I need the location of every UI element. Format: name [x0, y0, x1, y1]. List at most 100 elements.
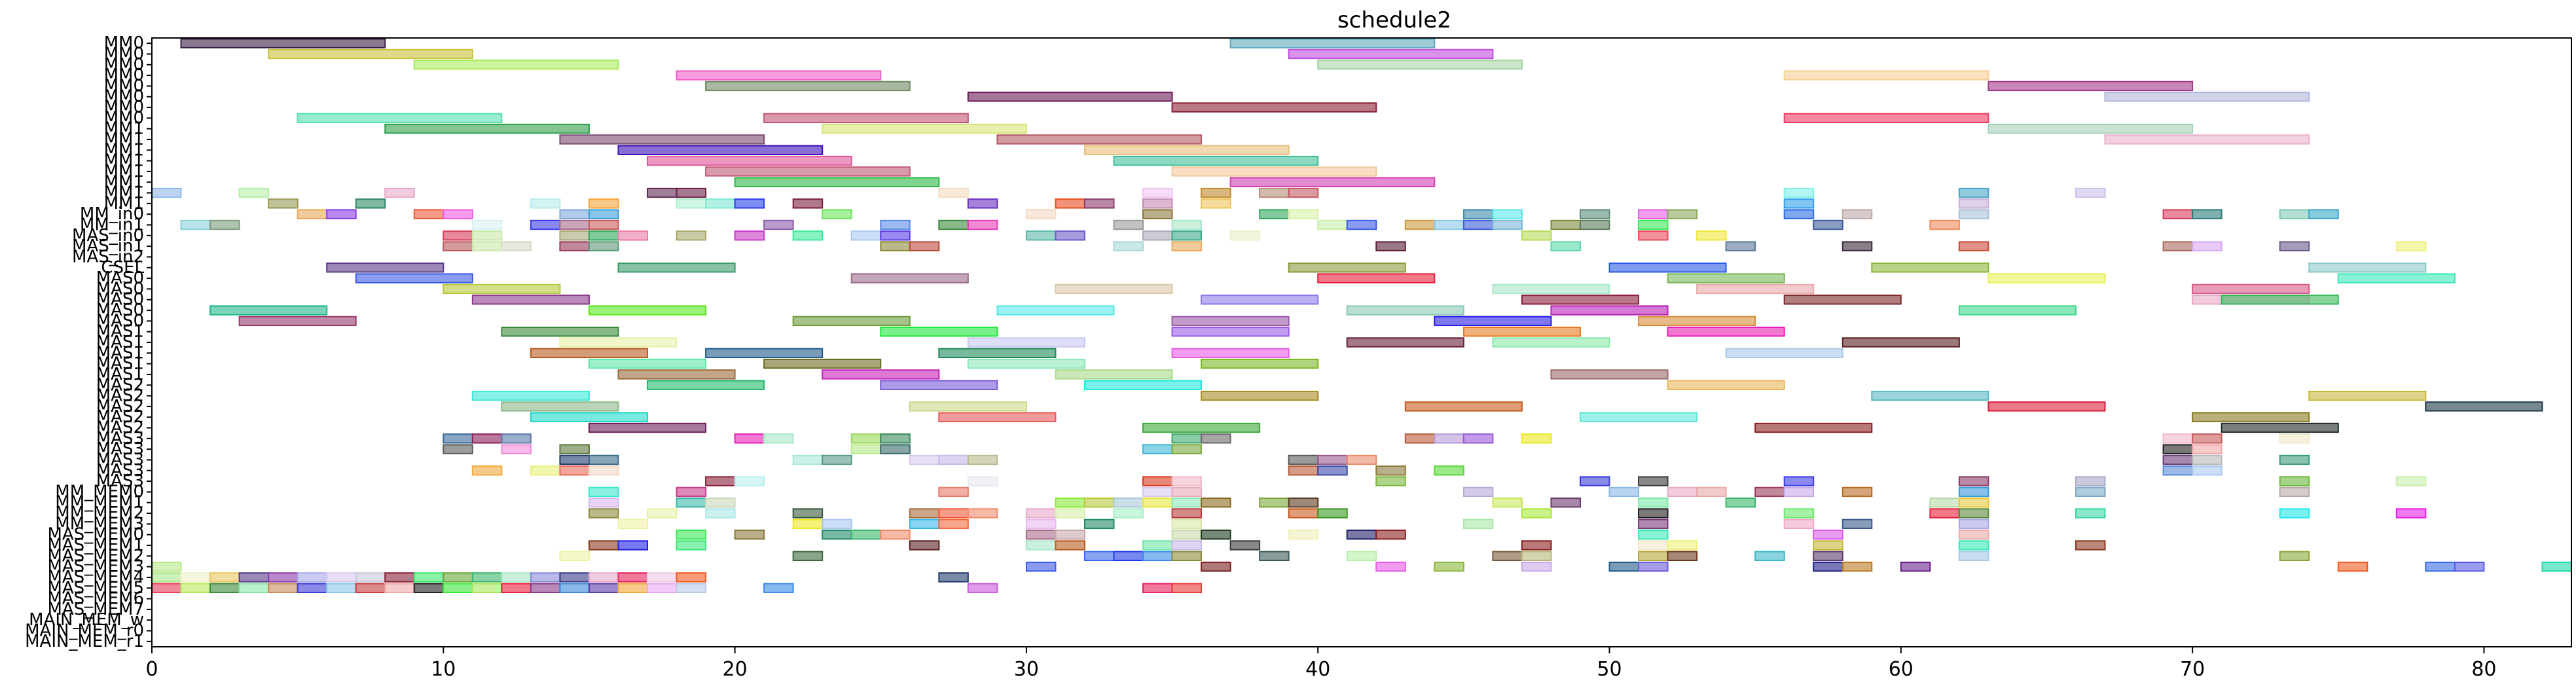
- task-bar: [938, 187, 969, 198]
- task-bar: [1783, 486, 1815, 498]
- task-bar: [938, 518, 969, 530]
- task-bar: [443, 433, 473, 444]
- task-bar: [1083, 380, 1203, 390]
- task-bar: [1171, 326, 1290, 337]
- task-bar: [880, 219, 911, 230]
- task-bar: [471, 465, 503, 476]
- task-bar: [909, 454, 940, 465]
- task-bar: [1987, 123, 2194, 134]
- task-bar: [1813, 561, 1843, 572]
- task-bar: [617, 263, 736, 273]
- task-bar: [1171, 219, 1203, 230]
- task-bar: [1083, 518, 1115, 530]
- task-bar: [2454, 561, 2485, 572]
- task-bar: [2279, 241, 2310, 251]
- task-bar: [1142, 540, 1173, 551]
- task-bar: [501, 241, 532, 251]
- task-bar: [1492, 219, 1523, 230]
- x-axis: 0 10 20 30 40 50 60 70 80: [145, 647, 2497, 681]
- task-bar: [909, 540, 940, 551]
- task-bar: [1171, 166, 1377, 177]
- task-bar: [1171, 444, 1203, 454]
- task-bar: [1841, 209, 1873, 219]
- task-bar: [588, 486, 619, 498]
- task-bar: [2425, 401, 2543, 412]
- y-tick-label: MAS_MEM1: [47, 536, 144, 555]
- task-bar: [1083, 498, 1115, 508]
- task-bar: [676, 540, 707, 551]
- task-bar: [822, 518, 852, 530]
- task-bar: [2162, 433, 2194, 444]
- task-bar: [1025, 540, 1057, 551]
- y-tick-label: MM1: [104, 130, 144, 149]
- y-tick-label: MM1: [104, 172, 144, 192]
- task-bar: [1171, 486, 1203, 498]
- task-bar: [967, 508, 998, 518]
- y-tick-label: MAS2: [96, 375, 144, 395]
- task-bar: [1667, 551, 1698, 562]
- task-bar: [909, 401, 1027, 412]
- task-bar: [1346, 529, 1377, 540]
- task-bar: [559, 454, 590, 465]
- task-bar: [938, 219, 969, 230]
- y-tick-label: MAS1: [96, 343, 144, 363]
- task-bar: [850, 433, 882, 444]
- task-bar: [2192, 412, 2310, 422]
- task-bar: [151, 187, 182, 198]
- x-tick-label: 70: [2180, 658, 2205, 681]
- task-bar: [2192, 209, 2222, 219]
- task-bar: [1608, 263, 1727, 273]
- task-bar: [1958, 209, 1989, 219]
- task-bar: [443, 230, 473, 241]
- y-tick-label: MM0: [104, 55, 144, 75]
- task-bar: [850, 444, 882, 454]
- task-bar: [1929, 219, 1960, 230]
- task-bar: [1462, 433, 1494, 444]
- task-bar: [268, 48, 473, 60]
- task-bar: [1113, 155, 1319, 166]
- task-bar: [2192, 454, 2222, 465]
- task-bar: [1492, 209, 1523, 219]
- task-bar: [1201, 529, 1231, 540]
- task-bar: [967, 219, 998, 230]
- task-bar: [967, 92, 1173, 102]
- task-bar: [1201, 498, 1231, 508]
- task-bar: [792, 518, 824, 530]
- task-bar: [850, 529, 882, 540]
- task-bar: [1434, 465, 1464, 476]
- task-bar: [530, 572, 561, 583]
- task-bar: [822, 123, 1027, 134]
- task-bar: [355, 198, 386, 209]
- task-bar: [413, 572, 444, 583]
- task-bar: [1142, 551, 1173, 562]
- task-bar: [617, 518, 649, 530]
- task-bar: [1229, 38, 1436, 48]
- task-bar: [1142, 422, 1261, 433]
- task-bar: [1841, 518, 1873, 530]
- task-bar: [1929, 508, 1960, 518]
- task-bar: [1201, 358, 1319, 369]
- task-bar: [268, 572, 299, 583]
- task-bar: [1259, 551, 1290, 562]
- task-bar: [1841, 561, 1873, 572]
- task-bar: [967, 476, 998, 486]
- task-bar: [1638, 551, 1669, 562]
- task-bar: [355, 572, 386, 583]
- task-bar: [1025, 529, 1057, 540]
- task-bar: [1201, 295, 1319, 305]
- task-bar: [1550, 305, 1669, 316]
- y-tick-label: MAS0: [96, 279, 144, 299]
- task-bar: [1025, 561, 1057, 572]
- task-bar: [2308, 209, 2339, 219]
- task-bar: [238, 572, 270, 583]
- task-bar: [1958, 508, 1989, 518]
- task-bar: [471, 390, 590, 401]
- task-bar: [617, 572, 649, 583]
- task-bar: [1375, 561, 1406, 572]
- task-bar: [880, 529, 911, 540]
- task-bar: [2075, 476, 2106, 486]
- task-bar: [530, 412, 649, 422]
- task-bar: [209, 305, 328, 316]
- task-bar: [384, 583, 415, 593]
- x-tick-label: 0: [145, 658, 158, 681]
